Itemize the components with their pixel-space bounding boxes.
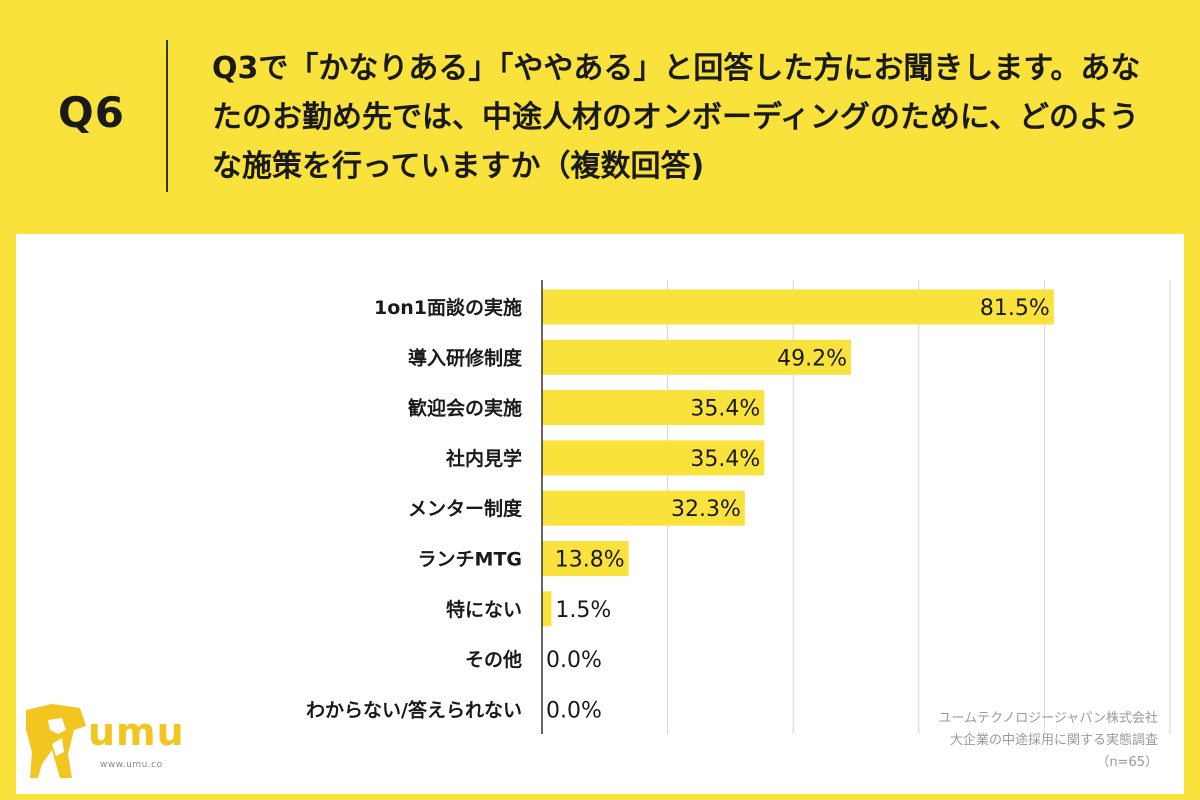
bar-5 [542,490,745,526]
source-company: ユームテクノロジージャパン株式会社 [938,711,1158,726]
category-label-8: その他 [465,648,522,671]
category-label-9: わからない/答えられない [306,698,522,721]
chart-panel: 1on1面談の実施導入研修制度 歓迎会の実施社内見学メンター制度ランチMTG 特にな… [16,234,1184,794]
value-label-5: 32.3% [671,497,741,522]
logo-url: www.umu.co [100,760,163,770]
bar-1 [542,289,1054,325]
value-label-4: 35.4% [690,447,760,472]
question-text: Q3で「かなりある」「ややある」と回答した方にお聞きします。あなたのお勤め先では… [212,51,1141,184]
category-label-3: 歓迎会の実施 [408,397,522,420]
bar-6 [542,541,629,576]
value-label-1: 81.5% [980,296,1050,321]
category-label-5: メンター制度 [408,497,523,520]
value-label-8: 0.0% [546,648,602,673]
question-label: Q6 [58,88,125,137]
umu-logo-icon [26,704,86,778]
source-sample-size: （n=65） [1096,755,1158,770]
bar-3 [542,390,765,426]
value-label-2: 49.2% [777,346,847,371]
bar-2 [542,339,851,375]
category-label-4: 社内見学 [445,447,522,470]
logo-wordmark: umu [88,710,185,754]
category-label-2: 導入研修制度 [408,346,523,369]
category-label-7: 特にない [446,599,522,621]
value-label-3: 35.4% [690,397,760,422]
value-label-7: 1.5% [555,598,611,623]
source-note: ユームテクノロジージャパン株式会社 大企業の中途採用に関する実態調査 （n=65… [938,708,1158,774]
category-label-6: ランチMTG [418,549,522,571]
question-divider [166,40,168,192]
bar-7 [542,591,552,627]
bar-4 [542,440,765,476]
value-label-6: 13.8% [555,548,625,573]
value-label-9: 0.0% [546,698,602,723]
category-label-1: 1on1面談の実施 [374,296,522,319]
source-survey: 大企業の中途採用に関する実態調査 [949,733,1158,748]
